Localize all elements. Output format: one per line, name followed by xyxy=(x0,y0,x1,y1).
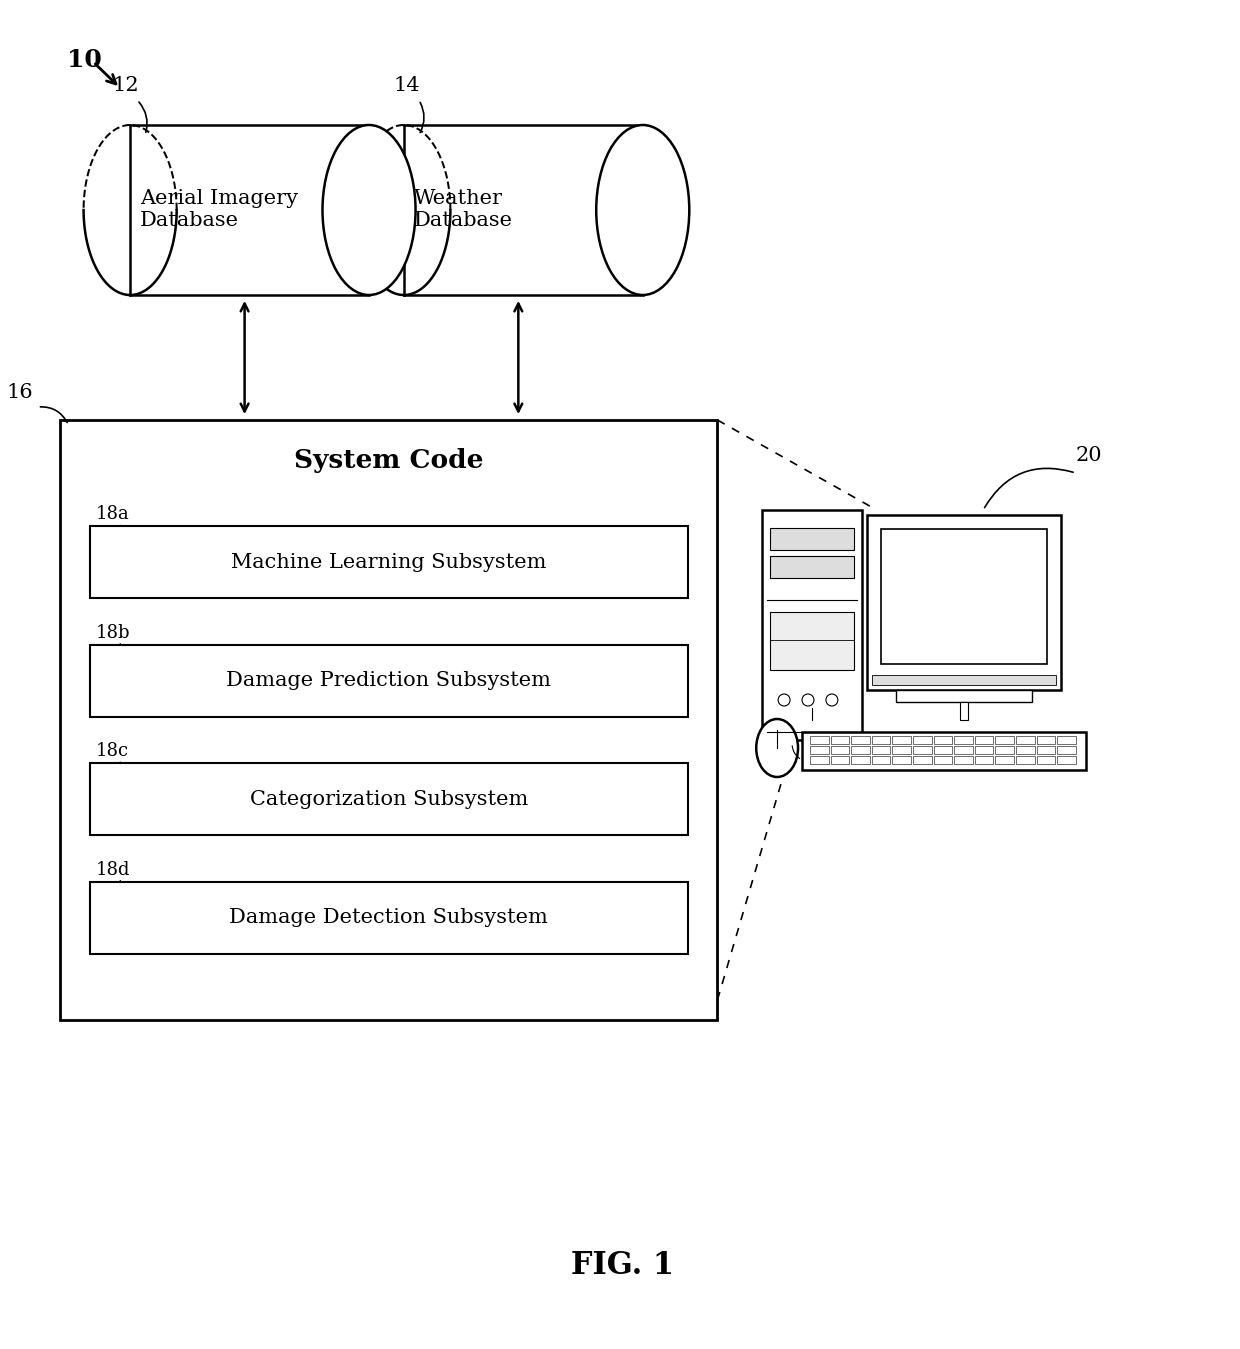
Ellipse shape xyxy=(596,125,689,295)
FancyBboxPatch shape xyxy=(880,529,1047,664)
FancyBboxPatch shape xyxy=(975,746,993,754)
FancyBboxPatch shape xyxy=(91,882,687,954)
FancyBboxPatch shape xyxy=(895,689,1032,701)
Text: 16: 16 xyxy=(6,383,32,402)
Text: 18a: 18a xyxy=(95,506,129,523)
FancyBboxPatch shape xyxy=(91,764,687,835)
FancyBboxPatch shape xyxy=(954,746,972,754)
FancyBboxPatch shape xyxy=(1058,746,1076,754)
Text: 14: 14 xyxy=(394,76,420,94)
FancyBboxPatch shape xyxy=(1037,737,1055,745)
Text: System Code: System Code xyxy=(294,448,484,473)
FancyBboxPatch shape xyxy=(810,755,828,764)
FancyBboxPatch shape xyxy=(851,755,869,764)
FancyBboxPatch shape xyxy=(913,746,931,754)
FancyBboxPatch shape xyxy=(975,737,993,745)
FancyBboxPatch shape xyxy=(802,733,1086,770)
FancyBboxPatch shape xyxy=(810,737,828,745)
FancyBboxPatch shape xyxy=(996,737,1014,745)
FancyBboxPatch shape xyxy=(91,526,687,599)
FancyBboxPatch shape xyxy=(913,755,931,764)
Ellipse shape xyxy=(756,719,799,777)
Bar xyxy=(404,125,642,295)
Text: 18b: 18b xyxy=(95,623,130,642)
Text: 10: 10 xyxy=(67,49,102,71)
FancyBboxPatch shape xyxy=(851,737,869,745)
FancyBboxPatch shape xyxy=(975,755,993,764)
FancyBboxPatch shape xyxy=(61,420,718,1020)
FancyBboxPatch shape xyxy=(893,746,911,754)
FancyBboxPatch shape xyxy=(831,746,849,754)
FancyBboxPatch shape xyxy=(810,746,828,754)
FancyBboxPatch shape xyxy=(996,755,1014,764)
FancyBboxPatch shape xyxy=(934,737,952,745)
FancyBboxPatch shape xyxy=(1016,737,1034,745)
FancyBboxPatch shape xyxy=(1058,737,1076,745)
FancyBboxPatch shape xyxy=(872,755,890,764)
FancyBboxPatch shape xyxy=(893,737,911,745)
FancyBboxPatch shape xyxy=(1016,746,1034,754)
Text: Aerial Imagery
Database: Aerial Imagery Database xyxy=(140,189,298,231)
Text: 18d: 18d xyxy=(95,861,130,878)
Bar xyxy=(130,125,370,295)
FancyBboxPatch shape xyxy=(831,737,849,745)
FancyBboxPatch shape xyxy=(954,755,972,764)
FancyBboxPatch shape xyxy=(770,612,854,670)
FancyBboxPatch shape xyxy=(934,755,952,764)
Text: Categorization Subsystem: Categorization Subsystem xyxy=(249,789,528,808)
Ellipse shape xyxy=(322,125,415,295)
FancyBboxPatch shape xyxy=(1037,755,1055,764)
FancyBboxPatch shape xyxy=(996,746,1014,754)
Text: Weather
Database: Weather Database xyxy=(414,189,513,231)
FancyBboxPatch shape xyxy=(872,674,1055,685)
FancyBboxPatch shape xyxy=(1037,746,1055,754)
Text: Damage Prediction Subsystem: Damage Prediction Subsystem xyxy=(227,672,552,691)
FancyBboxPatch shape xyxy=(934,746,952,754)
FancyBboxPatch shape xyxy=(91,645,687,716)
FancyBboxPatch shape xyxy=(851,746,869,754)
Text: FIG. 1: FIG. 1 xyxy=(572,1251,675,1282)
Bar xyxy=(960,701,967,720)
Text: Machine Learning Subsystem: Machine Learning Subsystem xyxy=(231,553,547,572)
Text: 18c: 18c xyxy=(95,742,129,761)
FancyBboxPatch shape xyxy=(1016,755,1034,764)
FancyBboxPatch shape xyxy=(763,510,862,741)
FancyBboxPatch shape xyxy=(913,737,931,745)
FancyBboxPatch shape xyxy=(770,556,854,577)
Text: 20: 20 xyxy=(1076,447,1102,465)
FancyBboxPatch shape xyxy=(1058,755,1076,764)
FancyBboxPatch shape xyxy=(867,515,1061,689)
FancyBboxPatch shape xyxy=(872,746,890,754)
FancyBboxPatch shape xyxy=(770,527,854,550)
FancyBboxPatch shape xyxy=(954,737,972,745)
Text: Damage Detection Subsystem: Damage Detection Subsystem xyxy=(229,908,548,927)
Text: 12: 12 xyxy=(112,76,139,94)
FancyBboxPatch shape xyxy=(893,755,911,764)
FancyBboxPatch shape xyxy=(872,737,890,745)
FancyBboxPatch shape xyxy=(831,755,849,764)
